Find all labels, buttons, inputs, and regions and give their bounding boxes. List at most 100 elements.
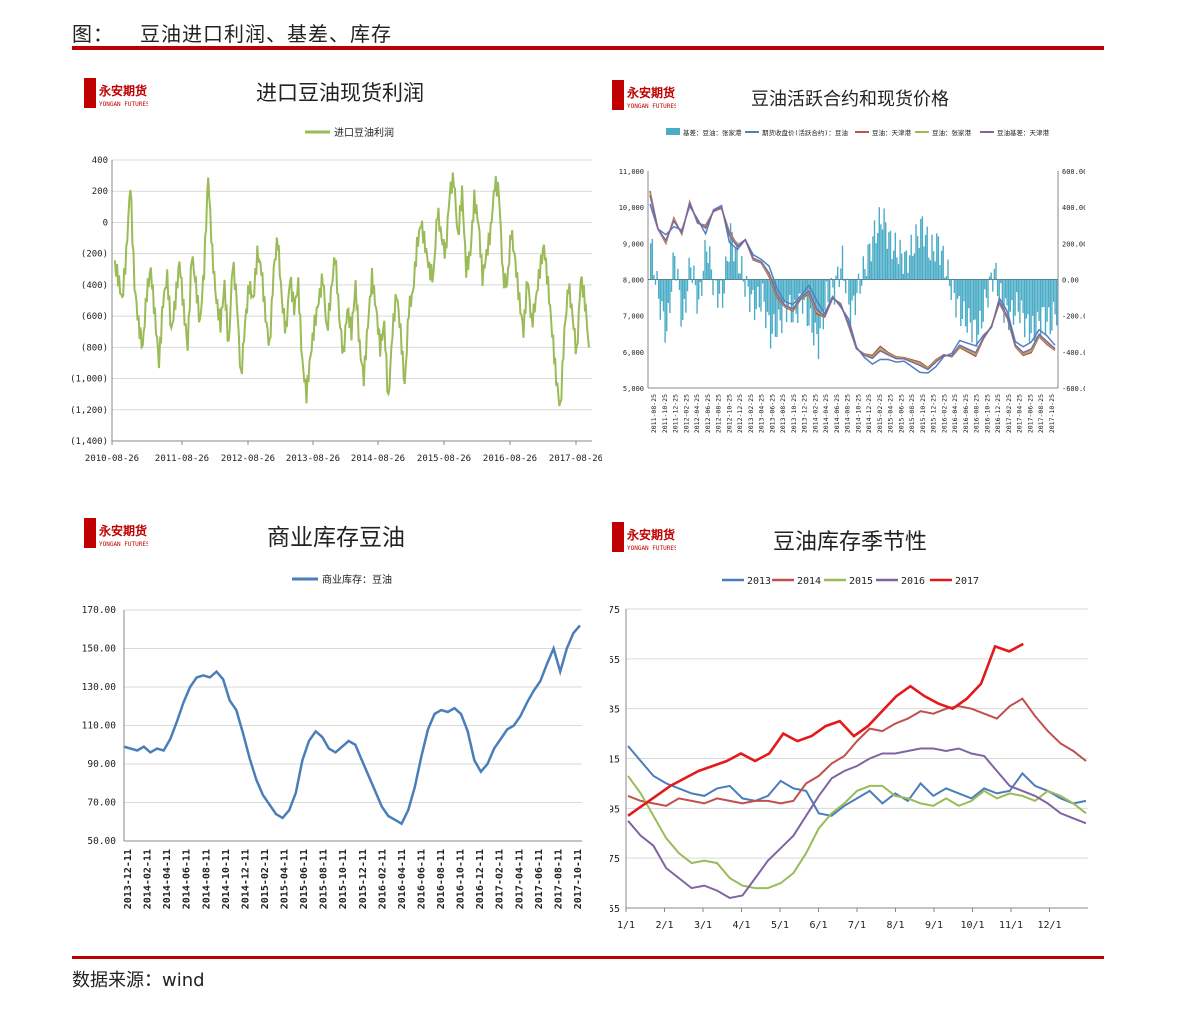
basis-bar	[721, 279, 724, 308]
y-tick-label: 200	[92, 187, 108, 197]
x-tick-label: 2017-08-26	[549, 454, 602, 464]
basis-bar	[667, 279, 669, 303]
basis-bar	[952, 278, 954, 280]
basis-bar	[837, 266, 839, 280]
basis-bar	[835, 275, 837, 280]
basis-bar	[995, 262, 997, 280]
basis-bar	[806, 279, 808, 326]
x-tick-label: 2013-12-11	[123, 849, 134, 909]
inventory-line	[123, 624, 581, 826]
x-tick-label: 2017-02-11	[495, 849, 506, 909]
basis-bar	[870, 261, 872, 280]
basis-bar	[961, 279, 964, 319]
y-tick-label: 170.00	[82, 605, 117, 616]
basis-bar	[976, 279, 978, 347]
y-tick-label: 400	[92, 156, 108, 166]
basis-bar	[899, 239, 901, 280]
basis-bar	[948, 279, 951, 287]
basis-bar	[885, 222, 887, 280]
x-tick-label: 2015-10-11	[338, 849, 349, 909]
x-tick-label: 2015-12-25	[930, 394, 938, 433]
y-tick-label: 9,000	[623, 240, 644, 248]
basis-bar	[1009, 279, 1011, 312]
basis-bar	[1000, 279, 1002, 284]
y-tick-label: 110.00	[82, 721, 117, 732]
basis-bar	[1016, 279, 1018, 293]
y-tick-label: (1,000)	[72, 375, 108, 385]
basis-bar	[878, 207, 880, 280]
x-tick-label: 2013-08-26	[286, 454, 340, 464]
basis-bar	[670, 279, 673, 292]
x-tick-label: 2015-02-25	[876, 394, 884, 433]
basis-bar	[690, 267, 692, 280]
basis-bar	[854, 279, 856, 316]
basis-bar	[908, 255, 911, 280]
basis-bar	[737, 273, 740, 280]
basis-bar	[798, 279, 801, 294]
basis-bar	[787, 279, 789, 308]
legend-label: 2014	[797, 576, 821, 587]
basis-bar	[773, 279, 775, 315]
x-tick-label: 2012-10-25	[725, 394, 733, 433]
basis-bar	[702, 270, 705, 280]
y2-tick-label: 600.00	[1062, 168, 1085, 176]
basis-bar	[699, 279, 701, 283]
y-tick-label: 75	[610, 854, 620, 865]
basis-bar	[682, 279, 684, 320]
basis-bar	[1028, 279, 1031, 343]
source-note: 数据来源：wind	[72, 970, 205, 991]
basis-tianjin-line	[649, 195, 1056, 371]
x-tick-label: 2014-06-25	[833, 394, 841, 433]
basis-bar	[822, 279, 824, 330]
y-tick-label: 95	[610, 804, 620, 815]
basis-bar	[947, 259, 949, 280]
basis-bar	[704, 240, 706, 280]
logo-icon: 永安期货 YONGAN FUTURES	[84, 516, 150, 554]
basis-bar	[987, 279, 989, 308]
basis-bar	[865, 276, 868, 280]
y-tick-label: (1,400)	[72, 437, 108, 447]
basis-bar	[902, 273, 904, 280]
basis-bar	[800, 279, 802, 294]
basis-bar	[1054, 279, 1056, 315]
basis-bar	[992, 279, 994, 292]
y-tick-label: 55	[610, 904, 620, 915]
legend-label: 豆油基差：天津港	[997, 128, 1050, 137]
basis-bar	[864, 269, 866, 280]
profit-line	[113, 172, 590, 407]
basis-bar	[728, 261, 730, 280]
series-2017-line	[627, 642, 1024, 817]
x-tick-label: 2013-06-25	[768, 394, 776, 433]
basis-bar	[688, 257, 690, 280]
basis-bar	[753, 279, 756, 321]
basis-bar	[1004, 279, 1007, 299]
basis-bar	[848, 279, 850, 305]
basis-bar	[907, 272, 909, 280]
basis-bar	[658, 279, 660, 299]
y-tick-label: (800)	[81, 343, 108, 353]
legend-label: 2017	[955, 576, 979, 587]
y-tick-label: 90.00	[87, 759, 116, 770]
basis-bar	[923, 246, 925, 280]
basis-bar	[766, 279, 769, 312]
basis-bar	[824, 279, 826, 311]
basis-bar	[912, 255, 914, 280]
series-2014-line	[627, 697, 1087, 807]
basis-bar	[683, 279, 685, 299]
basis-bar	[977, 279, 980, 335]
basis-bar	[840, 268, 842, 280]
basis-bar	[934, 261, 936, 280]
x-tick-label: 2014-02-11	[143, 849, 154, 909]
x-tick-label: 2016-08-11	[436, 849, 447, 909]
panel-import-profit: 永安期货 YONGAN FUTURES 进口豆油现货利润 进口豆油利润 400 200 0…	[70, 68, 603, 468]
basis-bar	[918, 247, 920, 280]
basis-bar	[929, 260, 932, 280]
basis-bar	[1036, 279, 1039, 312]
basis-bar	[666, 279, 668, 332]
basis-bar	[723, 279, 725, 294]
svg-text:YONGAN FUTURES: YONGAN FUTURES	[627, 545, 676, 552]
logo-icon: 永安期货 YONGAN FUTURES	[612, 78, 678, 116]
x-tick-label: 2013-12-25	[801, 394, 809, 433]
basis-bar	[1017, 279, 1019, 312]
